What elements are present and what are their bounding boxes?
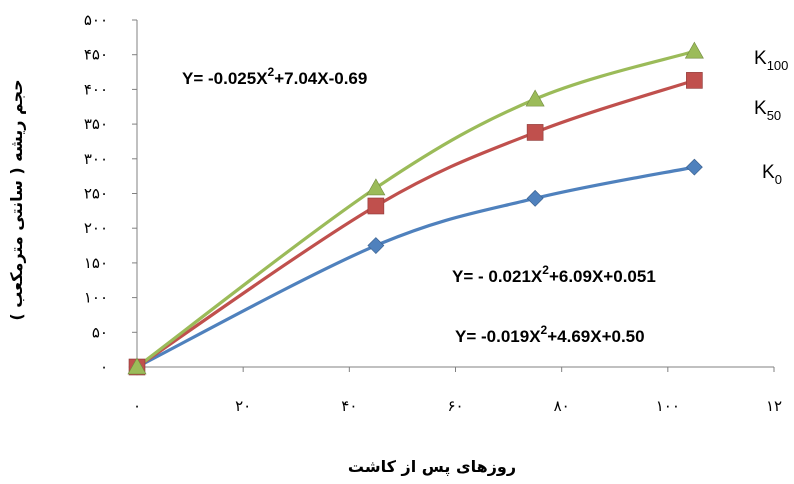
series-line-k0 — [136, 165, 695, 369]
y-tick-label: ۰ — [100, 358, 108, 376]
x-tick-label: ۸۰ — [554, 397, 570, 415]
y-tick-label: ۳۵۰ — [84, 115, 108, 133]
y-tick-label: ۱۵۰ — [84, 254, 108, 272]
series-label-k0: K0 — [762, 162, 782, 187]
data-point-k100 — [525, 89, 545, 107]
data-point-k100 — [366, 178, 386, 196]
y-tick-label: ۲۵۰ — [84, 185, 108, 203]
equation-k100: Y= -0.025X2+7.04X-0.69 — [182, 65, 367, 88]
x-tick-label: ۱۲ — [766, 397, 782, 415]
series-line-k100 — [136, 49, 695, 369]
equation-k50: Y= - 0.021X2+6.09X+0.051 — [452, 263, 656, 286]
data-point-k0 — [685, 158, 703, 176]
y-axis-title: حجم ریشه ( سانتی مترمکعب ) — [7, 79, 26, 320]
data-point-k100 — [684, 41, 704, 59]
equation-k0: Y= -0.019X2+4.69X+0.50 — [455, 323, 645, 346]
data-point-k50 — [686, 72, 703, 89]
series-label-k100: K100 — [754, 48, 788, 73]
data-point-k100 — [127, 357, 147, 375]
y-tick-label: ۵۰۰ — [84, 11, 108, 29]
x-axis-title: روزهای پس از کاشت — [348, 457, 516, 477]
x-axis: ۰ ۲۰ ۴۰ ۶۰ ۸۰ ۱۰۰ ۱۲ — [133, 366, 782, 415]
x-tick-label: ۰ — [133, 397, 141, 415]
x-tick-label: ۶۰ — [447, 397, 463, 415]
x-tick-label: ۴۰ — [341, 397, 357, 415]
y-tick-label: ۳۰۰ — [84, 150, 108, 168]
data-point-k50 — [526, 124, 544, 141]
y-tick-label: ۲۰۰ — [84, 219, 108, 237]
y-tick-label: ۱۰۰ — [84, 289, 108, 307]
data-point-k0 — [526, 189, 544, 207]
data-point-k0 — [367, 237, 385, 254]
series-lines — [136, 49, 695, 369]
data-point-k50 — [367, 197, 385, 215]
y-tick-label: ۵۰ — [92, 323, 108, 341]
x-tick-label: ۱۰۰ — [656, 397, 680, 415]
series-markers — [127, 41, 704, 376]
y-tick-label: ۴۵۰ — [84, 46, 108, 64]
y-tick-label: ۴۰۰ — [84, 80, 108, 98]
series-label-k50: K50 — [754, 98, 781, 123]
x-tick-label: ۲۰ — [235, 397, 251, 415]
series-line-k50 — [136, 78, 695, 369]
y-axis: ۰ ۵۰ ۱۰۰ ۱۵۰ ۲۰۰ ۲۵۰ ۳۰۰ ۳۵۰ ۴۰۰ ۴۵۰ ۵۰۰ — [84, 11, 138, 376]
